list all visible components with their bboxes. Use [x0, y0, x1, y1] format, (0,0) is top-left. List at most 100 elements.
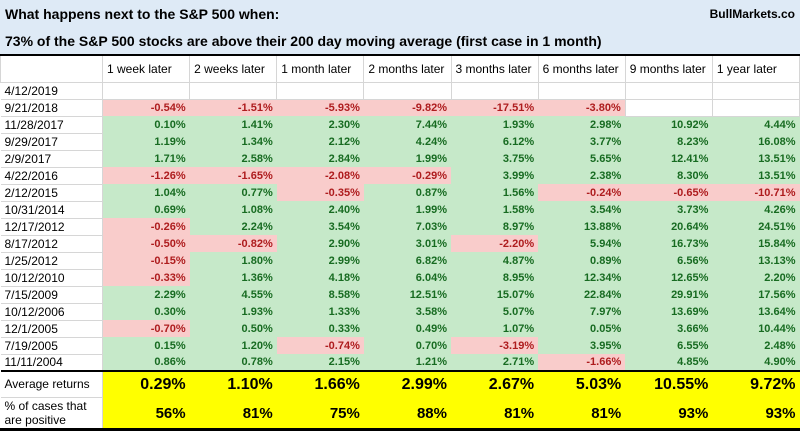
return-cell: 4.87% — [451, 252, 539, 269]
summary-cell: 81% — [451, 397, 539, 428]
return-cell: 12.51% — [363, 286, 451, 303]
return-cell: 2.98% — [538, 116, 626, 133]
return-cell: -0.29% — [363, 167, 451, 184]
brand-watermark: BullMarkets.co — [709, 6, 795, 21]
return-cell: 8.23% — [625, 133, 713, 150]
return-cell: 3.73% — [625, 201, 713, 218]
return-cell: -0.74% — [276, 337, 364, 354]
column-header: 1 week later — [101, 56, 191, 83]
percent-positive-row: % of cases that are positive 56% 81% 75% 88%… — [0, 397, 800, 428]
return-cell: 0.87% — [363, 184, 451, 201]
return-cell: -1.65% — [189, 167, 277, 184]
return-cell: 20.64% — [625, 218, 713, 235]
return-cell: -3.19% — [451, 337, 539, 354]
summary-cell: 10.55% — [625, 370, 713, 397]
title-row-2: 73% of the S&P 500 stocks are above thei… — [0, 27, 800, 54]
return-cell: 16.73% — [625, 235, 713, 252]
date-cell: 9/21/2018 — [0, 98, 103, 117]
return-cell — [101, 81, 191, 100]
page-subtitle: 73% of the S&P 500 stocks are above thei… — [5, 32, 602, 49]
return-cell: 2.15% — [276, 354, 364, 371]
return-cell: -0.50% — [102, 235, 190, 252]
date-cell: 2/9/2017 — [0, 149, 103, 168]
return-cell: -2.20% — [451, 235, 539, 252]
return-cell: 2.99% — [276, 252, 364, 269]
returns-table: 1 week later 2 weeks later 1 month later 2 … — [0, 56, 800, 428]
date-cell: 11/28/2017 — [0, 115, 103, 134]
table-row: 9/21/2018 -0.54% -1.51% -5.93% -9.82% -17.51%… — [0, 98, 800, 117]
column-header: 2 months later — [363, 56, 452, 83]
return-cell: 3.66% — [625, 320, 713, 337]
return-cell: -0.26% — [102, 218, 190, 235]
return-cell: 5.07% — [451, 303, 539, 320]
date-cell: 7/15/2009 — [0, 285, 103, 304]
date-cell: 8/17/2012 — [0, 234, 103, 253]
return-cell: 0.89% — [538, 252, 626, 269]
return-cell: 2.38% — [538, 167, 626, 184]
return-cell: 1.99% — [363, 201, 451, 218]
return-cell: -0.33% — [102, 269, 190, 286]
return-cell: -1.66% — [538, 354, 626, 371]
return-cell: -5.93% — [276, 99, 364, 116]
date-cell: 7/19/2005 — [0, 336, 103, 355]
corner-cell — [0, 56, 103, 83]
return-cell: 4.26% — [712, 201, 800, 218]
return-cell: 6.04% — [363, 269, 451, 286]
return-cell: 3.95% — [538, 337, 626, 354]
return-cell: 7.44% — [363, 116, 451, 133]
title-row-1: What happens next to the S&P 500 when: B… — [0, 0, 800, 27]
return-cell: 4.24% — [363, 133, 451, 150]
return-cell — [624, 81, 713, 100]
return-cell: 15.07% — [451, 286, 539, 303]
date-cell: 10/12/2006 — [0, 302, 103, 321]
return-cell — [363, 81, 452, 100]
table-row: 1/25/2012 -0.15% 1.80% 2.99% 6.82% 4.87% 0.89%… — [0, 251, 800, 270]
return-cell: 1.93% — [189, 303, 277, 320]
return-cell: -0.70% — [102, 320, 190, 337]
table-row: 8/17/2012 -0.50% -0.82% 2.90% 3.01% -2.20% 5.9… — [0, 234, 800, 253]
return-cell: 8.58% — [276, 286, 364, 303]
return-cell: 0.30% — [102, 303, 190, 320]
return-cell: 1.71% — [102, 150, 190, 167]
return-cell: 1.04% — [102, 184, 190, 201]
return-cell: 12.34% — [538, 269, 626, 286]
return-cell: -0.54% — [102, 99, 190, 116]
summary-label: % of cases that are positive — [0, 397, 103, 428]
return-cell: 29.91% — [625, 286, 713, 303]
table-body: 4/12/2019 9/21/2018 -0.54% -1.51% -5.93% -9.8… — [0, 81, 800, 372]
average-returns-row: Average returns 0.29% 1.10% 1.66% 2.99% 2.67%… — [0, 370, 800, 398]
return-cell: 6.56% — [625, 252, 713, 269]
return-cell: 2.48% — [712, 337, 800, 354]
return-cell: 6.12% — [451, 133, 539, 150]
return-cell: -0.82% — [189, 235, 277, 252]
summary-cell: 81% — [538, 397, 626, 428]
return-cell: 5.94% — [538, 235, 626, 252]
summary-cell: 93% — [625, 397, 713, 428]
return-cell: 3.54% — [276, 218, 364, 235]
return-cell: 2.40% — [276, 201, 364, 218]
return-cell: -0.15% — [102, 252, 190, 269]
return-cell: 4.90% — [712, 354, 800, 371]
return-cell: 1.36% — [189, 269, 277, 286]
date-cell: 11/11/2004 — [0, 353, 103, 372]
table-row: 4/12/2019 — [0, 81, 800, 100]
return-cell: 1.41% — [189, 116, 277, 133]
table-row: 11/28/2017 0.10% 1.41% 2.30% 7.44% 1.93% 2.98%… — [0, 115, 800, 134]
return-cell: 13.64% — [712, 303, 800, 320]
return-cell: 4.55% — [189, 286, 277, 303]
return-cell: 22.84% — [538, 286, 626, 303]
return-cell: 5.65% — [538, 150, 626, 167]
return-cell: 7.03% — [363, 218, 451, 235]
column-header: 1 year later — [711, 56, 800, 83]
table-row: 7/19/2005 0.15% 1.20% -0.74% 0.70% -3.19% 3.95… — [0, 336, 800, 355]
summary-cell: 9.72% — [712, 370, 800, 397]
return-cell: 2.24% — [189, 218, 277, 235]
table-row: 12/1/2005 -0.70% 0.50% 0.33% 0.49% 1.07% 0.05%… — [0, 319, 800, 338]
return-cell: 2.84% — [276, 150, 364, 167]
summary-label: Average returns — [0, 370, 103, 398]
return-cell: 4.85% — [625, 354, 713, 371]
column-header: 6 months later — [537, 56, 626, 83]
return-cell: 1.07% — [451, 320, 539, 337]
return-cell: 4.18% — [276, 269, 364, 286]
date-cell: 12/17/2012 — [0, 217, 103, 236]
